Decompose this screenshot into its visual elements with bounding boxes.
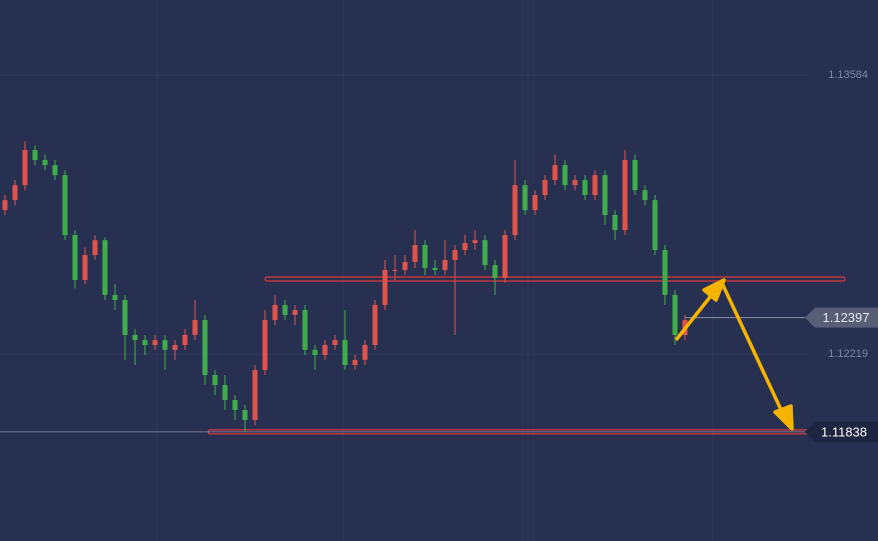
candle-body	[522, 185, 528, 211]
candle-body	[342, 340, 348, 366]
candle-body	[2, 200, 8, 211]
candle-body	[422, 245, 428, 268]
candle-body	[582, 180, 588, 195]
candle-body	[472, 240, 478, 244]
candle-body	[252, 369, 258, 421]
candle-body	[532, 194, 538, 211]
candle-body	[82, 255, 88, 281]
candle-body	[482, 240, 488, 266]
candle-body	[512, 185, 518, 236]
candle-body	[152, 340, 158, 345]
y-tick-label: 1.13584	[828, 69, 868, 81]
level-line	[264, 276, 846, 282]
candle-body	[322, 344, 328, 356]
candle-body	[292, 310, 298, 315]
candle-body	[42, 160, 48, 166]
arrow-head	[773, 404, 794, 431]
candle-body	[92, 240, 98, 256]
y-tick-label: 1.12219	[828, 348, 868, 360]
candle-body	[22, 150, 28, 186]
candle-body	[402, 262, 408, 270]
arrow-head	[702, 278, 726, 302]
candle-body	[432, 267, 438, 270]
candle-body	[542, 180, 548, 195]
candle-body	[132, 334, 138, 341]
candle-body	[312, 349, 318, 356]
candle-body	[622, 160, 628, 231]
candle-body	[382, 269, 388, 305]
candle-body	[182, 334, 188, 345]
candle-body	[392, 269, 398, 271]
candle-body	[372, 304, 378, 345]
candle-body	[192, 320, 198, 335]
candle-body	[642, 190, 648, 201]
candle-body	[552, 165, 558, 181]
candle-body	[272, 304, 278, 321]
candle-body	[332, 340, 338, 345]
candle-body	[502, 235, 508, 278]
candle-body	[352, 359, 358, 366]
candle-body	[242, 409, 248, 421]
candle-body	[492, 265, 498, 278]
candle-body	[562, 165, 568, 186]
candle-body	[652, 200, 658, 250]
arrow-down	[720, 282, 785, 415]
candle-body	[232, 399, 238, 410]
candle-body	[462, 243, 468, 250]
candle-body	[12, 185, 18, 201]
candle-body	[142, 340, 148, 345]
candle-body	[72, 235, 78, 281]
plot: 1.13584 1.12219 1.12397 1.11838	[0, 69, 878, 442]
candle-body	[172, 344, 178, 350]
candle-body	[102, 240, 108, 295]
candle-body	[282, 304, 288, 315]
candle-body	[222, 385, 228, 400]
price-tag	[805, 307, 878, 328]
candle-body	[302, 310, 308, 350]
candle-body	[672, 294, 678, 335]
candle-body	[572, 180, 578, 186]
candle-body	[62, 175, 68, 236]
forecast-arrows	[674, 278, 794, 431]
candle-body	[262, 320, 268, 370]
candle-body	[602, 175, 608, 216]
price-tag-label: 1.11838	[821, 424, 867, 439]
candle-body	[162, 340, 168, 350]
candle-body	[212, 375, 218, 386]
candle-body	[592, 175, 598, 195]
candle-body	[412, 245, 418, 263]
arrow-up	[674, 290, 716, 342]
candle-body	[452, 249, 458, 260]
price-tag-label: 1.12397	[823, 310, 870, 325]
candle-body	[32, 150, 38, 161]
candle-body	[442, 259, 448, 270]
price-tag	[805, 421, 878, 442]
vertical-grid	[156, 0, 714, 541]
candle-body	[362, 344, 368, 360]
candle-body	[612, 215, 618, 231]
candle-body	[52, 165, 58, 176]
candle-body	[112, 294, 118, 301]
candle-body	[202, 320, 208, 376]
candle-body	[632, 160, 638, 191]
candle-body	[122, 300, 128, 335]
candle-body	[662, 249, 668, 295]
